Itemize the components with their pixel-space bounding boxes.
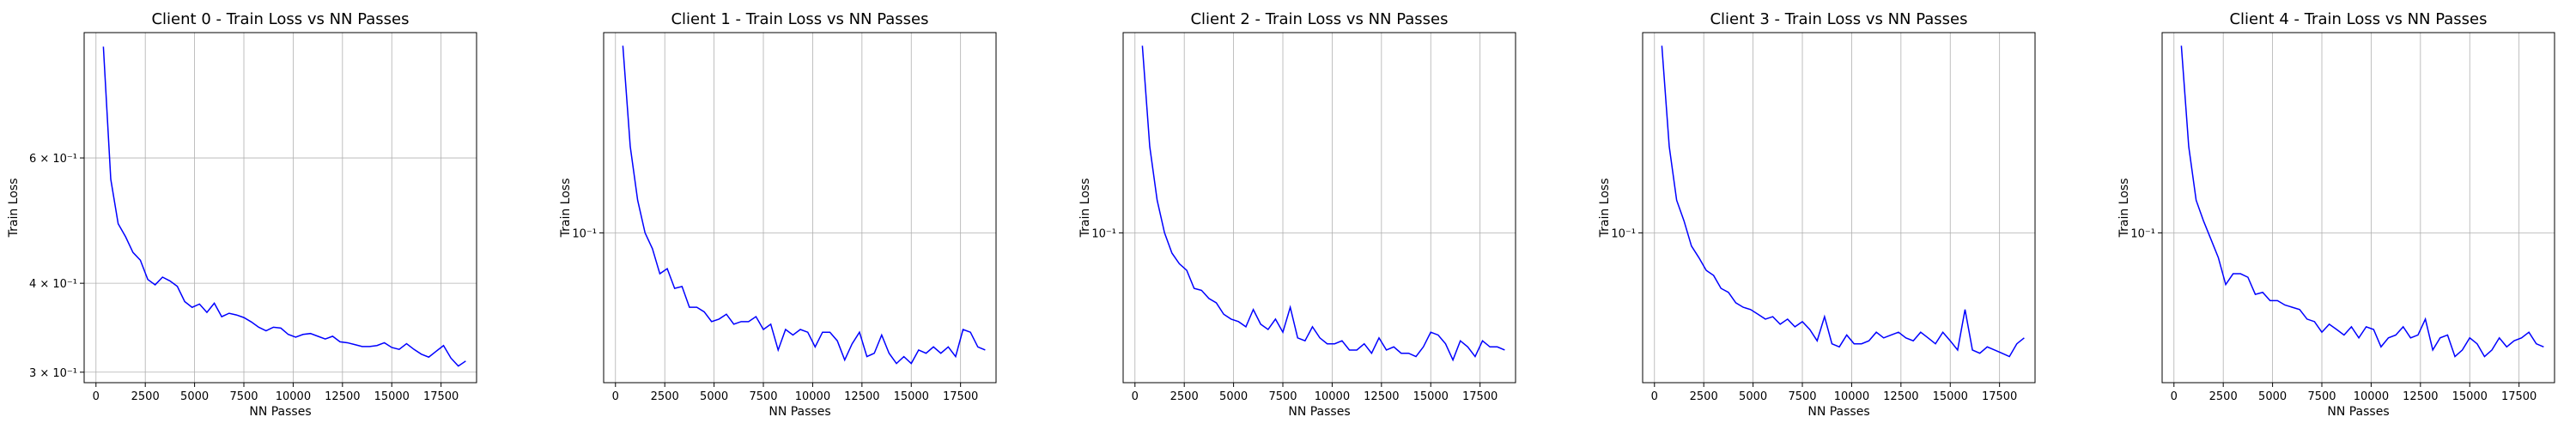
x-tick-label: 7500 [1788, 390, 1816, 403]
x-tick-label: 17500 [423, 390, 459, 403]
chart-panel-1: 0 2500 5000 7500 10000 12500 15000 17500 10⁻¹ Cli… [559, 10, 997, 419]
x-tick-label: 10000 [1834, 390, 1869, 403]
chart-title: Client 2 - Train Loss vs NN Passes [1190, 10, 1448, 28]
loss-series-line [102, 46, 466, 367]
x-tick-label: 12500 [2403, 390, 2438, 403]
y-axis-label: Train Loss [559, 178, 573, 239]
x-tick-label: 2500 [1690, 390, 1718, 403]
axes-frame [603, 32, 997, 384]
x-tick-label: 7500 [229, 390, 258, 403]
x-tick-label: 15000 [894, 390, 929, 403]
y-axis-label: Train Loss [1598, 178, 1612, 239]
x-tick-label: 5000 [180, 390, 209, 403]
x-tick-label: 12500 [844, 390, 879, 403]
y-axis-label: Train Loss [7, 178, 21, 239]
axes-frame [2161, 32, 2555, 384]
x-tick-label: 5000 [700, 390, 728, 403]
x-tick-label: 5000 [1219, 390, 1248, 403]
y-tick-label: 3 × 10⁻¹ [29, 367, 77, 380]
chart-panel-2: 0 2500 5000 7500 10000 12500 15000 17500 10⁻¹ Cli… [1078, 10, 1516, 419]
chart-title: Client 3 - Train Loss vs NN Passes [1710, 10, 1967, 28]
x-tick-label: 17500 [1982, 390, 2017, 403]
x-tick-label: 2500 [1170, 390, 1199, 403]
x-tick-label: 17500 [2501, 390, 2537, 403]
chart-panel-3: 0 2500 5000 7500 10000 12500 15000 17500 10⁻¹ Cli… [1598, 10, 2036, 419]
loss-series-line [2180, 45, 2544, 358]
y-tick-label: 10⁻¹ [2130, 227, 2155, 240]
x-tick-label: 7500 [1268, 390, 1297, 403]
x-tick-label: 0 [2171, 390, 2178, 403]
chart-panel-0: 0 2500 5000 7500 10000 12500 15000 17500 6 × 10⁻… [7, 10, 477, 419]
x-axis-label: NN Passes [769, 405, 830, 419]
y-tick-label: 10⁻¹ [572, 227, 597, 240]
x-tick-label: 2500 [131, 390, 160, 403]
x-tick-label: 15000 [1413, 390, 1449, 403]
x-tick-label: 7500 [749, 390, 777, 403]
x-axis-label: NN Passes [2327, 405, 2389, 419]
x-tick-label: 10000 [1315, 390, 1350, 403]
x-tick-label: 5000 [1739, 390, 1767, 403]
x-tick-label: 0 [1132, 390, 1139, 403]
x-tick-label: 0 [93, 390, 100, 403]
x-tick-label: 12500 [1364, 390, 1399, 403]
x-tick-label: 15000 [2452, 390, 2488, 403]
x-tick-label: 10000 [276, 390, 311, 403]
x-tick-label: 10000 [2354, 390, 2389, 403]
loss-series-line [1661, 45, 2025, 358]
x-tick-label: 7500 [2307, 390, 2336, 403]
chart-title: Client 4 - Train Loss vs NN Passes [2229, 10, 2487, 28]
y-axis-label: Train Loss [1078, 178, 1092, 239]
loss-series-line [1141, 45, 1505, 362]
x-tick-label: 17500 [1462, 390, 1498, 403]
x-tick-label: 0 [612, 390, 619, 403]
chart-title: Client 0 - Train Loss vs NN Passes [151, 10, 409, 28]
x-tick-label: 12500 [1883, 390, 1918, 403]
x-tick-label: 10000 [795, 390, 830, 403]
x-tick-label: 5000 [2258, 390, 2287, 403]
y-axis-label: Train Loss [2117, 178, 2131, 239]
x-tick-label: 17500 [943, 390, 978, 403]
y-tick-label: 6 × 10⁻¹ [29, 153, 77, 166]
x-tick-label: 0 [1651, 390, 1658, 403]
loss-series-line [622, 45, 986, 365]
x-axis-label: NN Passes [1807, 405, 1869, 419]
x-axis-label: NN Passes [1288, 405, 1350, 419]
axes-frame [1122, 32, 1516, 384]
y-tick-label: 10⁻¹ [1091, 227, 1116, 240]
axes-frame [83, 32, 477, 384]
x-tick-label: 15000 [374, 390, 410, 403]
x-tick-label: 12500 [325, 390, 360, 403]
y-tick-label: 10⁻¹ [1611, 227, 1636, 240]
chart-panel-4: 0 2500 5000 7500 10000 12500 15000 17500 10⁻¹ Cli… [2117, 10, 2555, 419]
x-tick-label: 2500 [2209, 390, 2238, 403]
x-tick-label: 15000 [1933, 390, 1968, 403]
y-tick-label: 4 × 10⁻¹ [29, 278, 77, 291]
x-tick-label: 2500 [651, 390, 679, 403]
x-axis-label: NN Passes [249, 405, 311, 419]
axes-frame [1642, 32, 2036, 384]
chart-title: Client 1 - Train Loss vs NN Passes [671, 10, 928, 28]
